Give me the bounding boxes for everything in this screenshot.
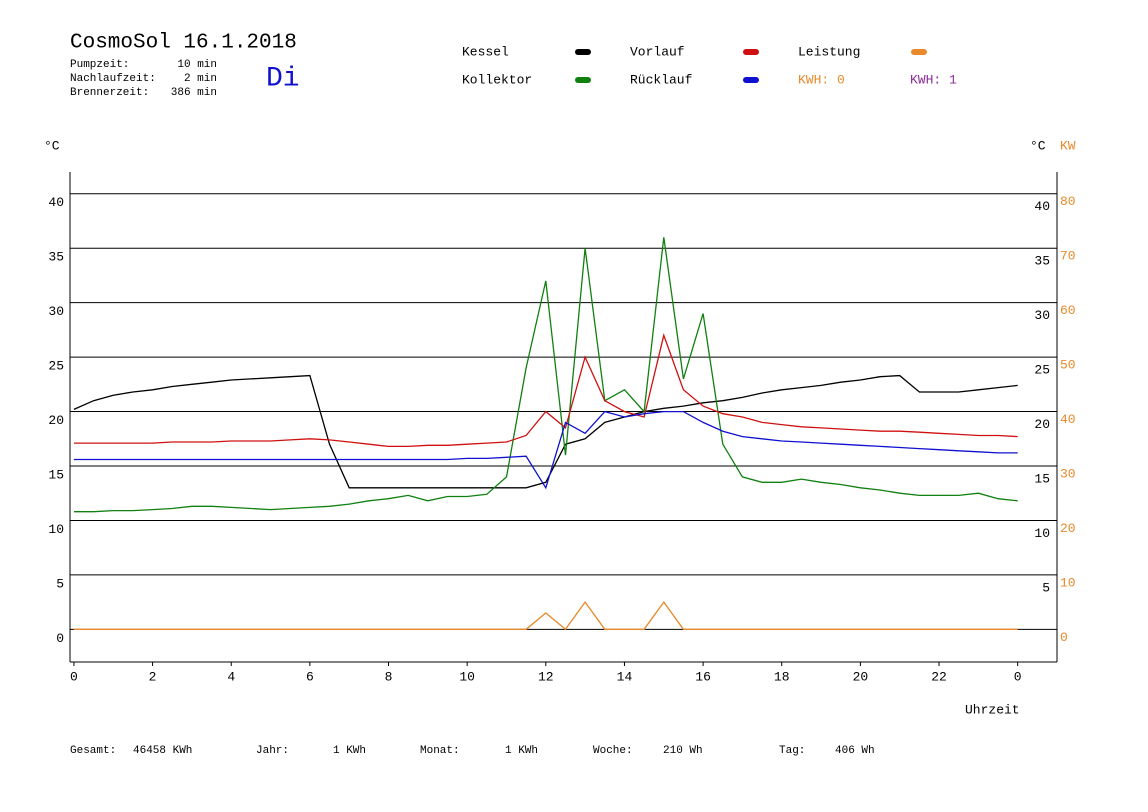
info-value: 2 min <box>184 73 217 85</box>
y2-tick-label: 40 <box>1060 412 1076 427</box>
x-tick-label: 22 <box>931 669 947 684</box>
x-tick-label: 2 <box>149 669 157 684</box>
y-tick-label: 10 <box>48 522 64 537</box>
y-right-tick-label: 40 <box>1034 199 1050 214</box>
y2-tick-label: 70 <box>1060 249 1076 264</box>
weekday: Di <box>266 63 300 94</box>
info-label: Pumpzeit: <box>70 59 129 71</box>
footer-value: 1 KWh <box>333 745 366 757</box>
legend-label: Rücklauf <box>630 72 692 87</box>
y-tick-label: 40 <box>48 195 64 210</box>
y-tick-label: 25 <box>48 359 64 374</box>
x-tick-label: 0 <box>1014 669 1022 684</box>
legend-label: Vorlauf <box>630 44 685 59</box>
y-tick-label: 35 <box>48 250 64 265</box>
y2-tick-label: 60 <box>1060 303 1076 318</box>
y-tick-label: 5 <box>56 576 64 591</box>
legend-label: Kessel <box>462 44 509 59</box>
x-tick-label: 8 <box>385 669 393 684</box>
legend-label: Leistung <box>798 44 860 59</box>
x-tick-label: 14 <box>617 669 633 684</box>
y-tick-label: 20 <box>48 413 64 428</box>
y-right-tick-label: 5 <box>1042 580 1050 595</box>
footer-value: 210 Wh <box>663 745 703 757</box>
footer-label: Monat: <box>420 745 460 757</box>
info-value: 386 min <box>171 87 217 99</box>
y2-tick-label: 0 <box>1060 630 1068 645</box>
info-label: Brennerzeit: <box>70 87 149 99</box>
y-right-unit: °C <box>1030 138 1046 153</box>
footer-value: 1 KWh <box>505 745 538 757</box>
y-tick-label: 15 <box>48 467 64 482</box>
y-right-tick-label: 25 <box>1034 363 1050 378</box>
x-tick-label: 20 <box>853 669 869 684</box>
series-line <box>73 374 1018 489</box>
series-line <box>73 410 1018 490</box>
x-tick-label: 6 <box>306 669 314 684</box>
y-right-tick-label: 15 <box>1034 471 1050 486</box>
y2-unit: KW <box>1060 138 1076 153</box>
chart-title: CosmoSol 16.1.2018 <box>70 32 297 55</box>
series-line <box>73 333 1018 448</box>
y2-tick-label: 80 <box>1060 194 1076 209</box>
y-tick-label: 30 <box>48 304 64 319</box>
x-label: Uhrzeit <box>965 702 1020 717</box>
series-line <box>73 600 1018 631</box>
x-tick-label: 0 <box>70 669 78 684</box>
y-right-tick-label: 30 <box>1034 308 1050 323</box>
kwh-label: KWH: 0 <box>798 72 845 87</box>
series-line <box>73 237 1018 513</box>
y-right-tick-label: 35 <box>1034 254 1050 269</box>
footer-label: Tag: <box>779 745 805 757</box>
x-tick-label: 16 <box>695 669 711 684</box>
footer-label: Gesamt: <box>70 745 116 757</box>
y2-tick-label: 20 <box>1060 521 1076 536</box>
footer-value: 406 Wh <box>835 745 875 757</box>
footer-label: Woche: <box>593 745 633 757</box>
x-tick-label: 18 <box>774 669 790 684</box>
info-label: Nachlaufzeit: <box>70 73 156 85</box>
kwh-label: KWH: 1 <box>910 72 957 87</box>
y-tick-label: 0 <box>56 631 64 646</box>
legend-label: Kollektor <box>462 72 532 87</box>
y2-tick-label: 10 <box>1060 575 1076 590</box>
x-tick-label: 10 <box>459 669 475 684</box>
y-unit: °C <box>44 138 60 153</box>
info-value: 10 min <box>177 59 217 71</box>
y2-tick-label: 50 <box>1060 358 1076 373</box>
footer-label: Jahr: <box>256 745 289 757</box>
x-tick-label: 12 <box>538 669 554 684</box>
y2-tick-label: 30 <box>1060 466 1076 481</box>
x-tick-label: 4 <box>227 669 235 684</box>
y-right-tick-label: 10 <box>1034 526 1050 541</box>
footer-value: 46458 KWh <box>133 745 192 757</box>
y-right-tick-label: 20 <box>1034 417 1050 432</box>
